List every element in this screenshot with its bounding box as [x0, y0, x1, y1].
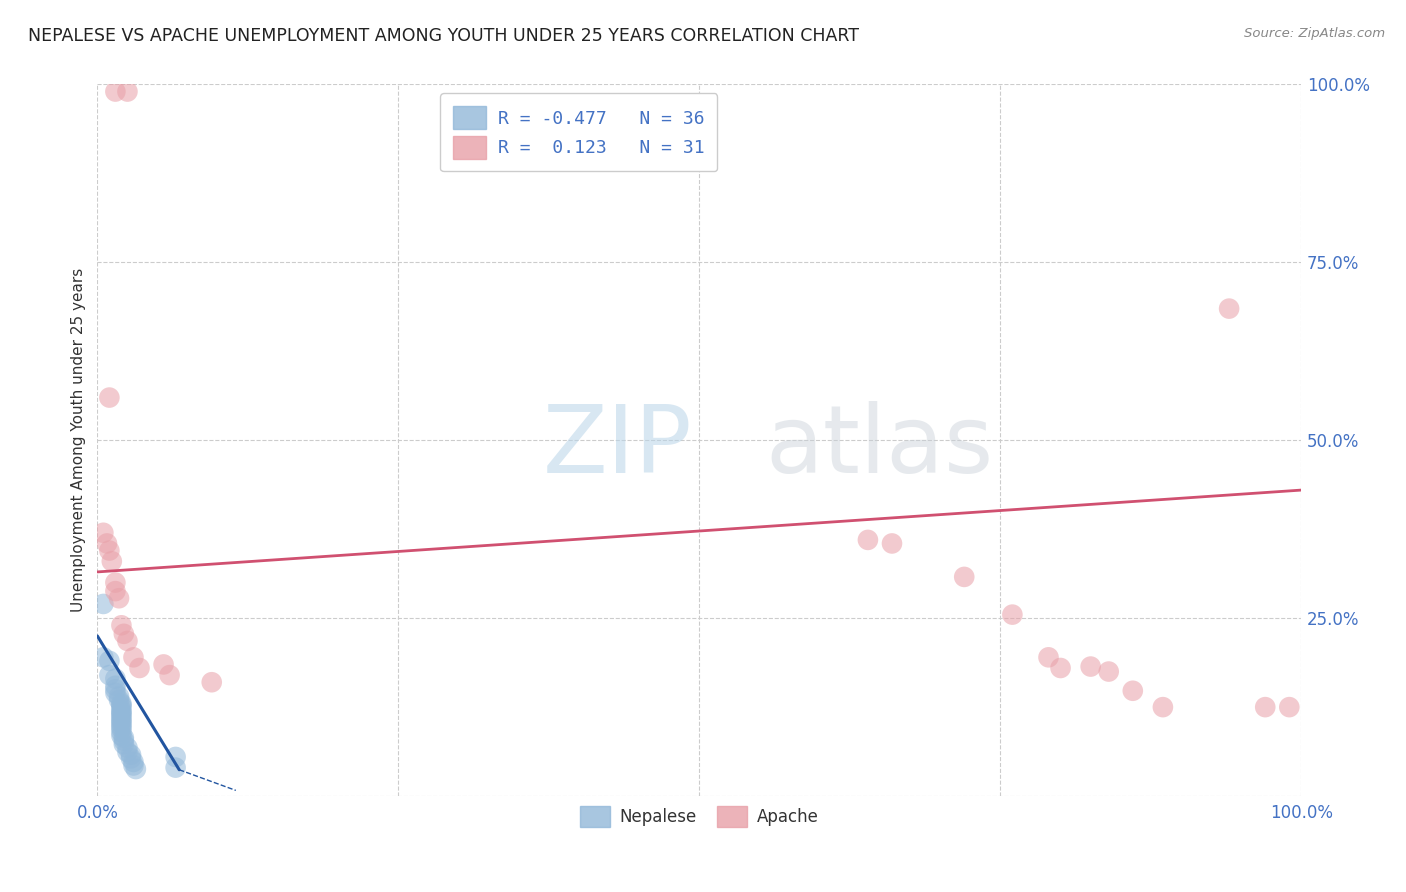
Point: [120, 747, 142, 762]
Point: [108, 693, 131, 707]
Point: [96, 536, 118, 550]
Point: [110, 725, 132, 739]
Point: [1254, 700, 1277, 714]
Point: [110, 618, 132, 632]
Point: [165, 750, 187, 764]
Point: [110, 719, 132, 733]
Point: [122, 758, 145, 772]
Point: [117, 85, 139, 99]
Point: [110, 704, 132, 718]
Point: [110, 729, 132, 743]
Point: [104, 682, 127, 697]
Point: [98, 668, 121, 682]
Point: [117, 634, 139, 648]
Text: ZIP: ZIP: [543, 401, 693, 493]
Point: [1152, 700, 1174, 714]
Point: [880, 536, 903, 550]
Point: [110, 698, 132, 712]
Point: [165, 761, 187, 775]
Point: [120, 751, 142, 765]
Point: [98, 543, 121, 558]
Point: [110, 712, 132, 726]
Point: [93, 650, 115, 665]
Point: [104, 584, 127, 599]
Point: [104, 679, 127, 693]
Point: [117, 740, 139, 755]
Point: [1080, 659, 1102, 673]
Point: [856, 533, 879, 547]
Point: [104, 686, 127, 700]
Point: [108, 690, 131, 704]
Y-axis label: Unemployment Among Youth under 25 years: Unemployment Among Youth under 25 years: [72, 268, 86, 613]
Point: [110, 716, 132, 731]
Point: [1122, 683, 1144, 698]
Point: [117, 745, 139, 759]
Point: [125, 762, 148, 776]
Point: [110, 709, 132, 723]
Point: [112, 627, 135, 641]
Point: [152, 657, 174, 672]
Point: [112, 733, 135, 747]
Point: [128, 661, 150, 675]
Point: [110, 705, 132, 719]
Point: [953, 570, 976, 584]
Point: [101, 554, 124, 568]
Text: Source: ZipAtlas.com: Source: ZipAtlas.com: [1244, 27, 1385, 40]
Point: [98, 391, 121, 405]
Point: [1098, 665, 1121, 679]
Point: [1001, 607, 1024, 622]
Text: NEPALESE VS APACHE UNEMPLOYMENT AMONG YOUTH UNDER 25 YEARS CORRELATION CHART: NEPALESE VS APACHE UNEMPLOYMENT AMONG YO…: [28, 27, 859, 45]
Point: [93, 597, 115, 611]
Point: [104, 575, 127, 590]
Point: [110, 700, 132, 714]
Point: [122, 650, 145, 665]
Point: [110, 714, 132, 729]
Point: [104, 85, 127, 99]
Point: [98, 654, 121, 668]
Point: [201, 675, 224, 690]
Point: [110, 707, 132, 722]
Point: [1038, 650, 1060, 665]
Text: atlas: atlas: [766, 401, 994, 493]
Point: [112, 731, 135, 745]
Point: [108, 591, 131, 606]
Point: [1049, 661, 1071, 675]
Point: [159, 668, 181, 682]
Point: [1278, 700, 1301, 714]
Point: [104, 672, 127, 686]
Point: [122, 755, 145, 769]
Point: [112, 737, 135, 751]
Legend: Nepalese, Apache: Nepalese, Apache: [574, 799, 825, 834]
Point: [93, 525, 115, 540]
Point: [110, 697, 132, 711]
Point: [1218, 301, 1240, 316]
Point: [110, 722, 132, 736]
